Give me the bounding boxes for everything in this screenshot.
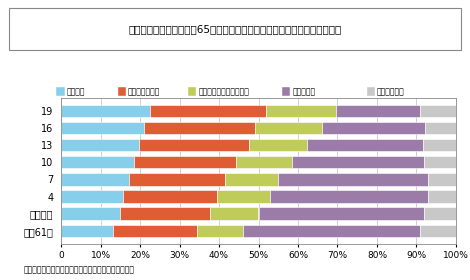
Bar: [428, 190, 456, 203]
Bar: [292, 156, 423, 168]
Bar: [61, 225, 113, 237]
Bar: [423, 156, 456, 168]
Bar: [61, 105, 150, 117]
Bar: [258, 207, 424, 220]
Bar: [61, 207, 120, 220]
Bar: [420, 105, 456, 117]
Bar: [278, 173, 428, 186]
Bar: [420, 225, 456, 237]
Text: 単独世帯: 単独世帯: [67, 87, 85, 96]
Bar: [425, 122, 456, 134]
Bar: [134, 156, 236, 168]
Bar: [306, 139, 423, 151]
Bar: [123, 190, 217, 203]
Bar: [61, 122, 144, 134]
Bar: [236, 156, 292, 168]
Text: 三世代世帯: 三世代世帯: [292, 87, 315, 96]
Bar: [336, 105, 420, 117]
Bar: [225, 173, 278, 186]
Bar: [210, 207, 258, 220]
Bar: [423, 139, 456, 151]
Text: 表１　世帯構造別にみた65歳以上の者のいる世帯数の構成割合の年次推移: 表１ 世帯構造別にみた65歳以上の者のいる世帯数の構成割合の年次推移: [128, 24, 342, 34]
Bar: [217, 190, 270, 203]
Bar: [61, 190, 123, 203]
Bar: [266, 105, 336, 117]
Bar: [150, 105, 266, 117]
Bar: [61, 156, 134, 168]
Bar: [321, 122, 425, 134]
Bar: [61, 139, 139, 151]
Text: 注：平成７年の数値は、兵庫県を除いたものである。: 注：平成７年の数値は、兵庫県を除いたものである。: [24, 265, 134, 274]
Bar: [428, 173, 456, 186]
Bar: [270, 190, 428, 203]
Bar: [129, 173, 225, 186]
Bar: [144, 122, 255, 134]
Bar: [61, 173, 129, 186]
Bar: [139, 139, 249, 151]
Text: 親と未婚の子のみの世帯: 親と未婚の子のみの世帯: [198, 87, 249, 96]
Bar: [249, 139, 306, 151]
Bar: [255, 122, 321, 134]
Text: 夫婦のみの世帯: 夫婦のみの世帯: [128, 87, 160, 96]
Bar: [120, 207, 210, 220]
Bar: [197, 225, 243, 237]
Bar: [424, 207, 456, 220]
Text: その他の世帯: その他の世帯: [377, 87, 405, 96]
Bar: [243, 225, 420, 237]
Bar: [113, 225, 197, 237]
